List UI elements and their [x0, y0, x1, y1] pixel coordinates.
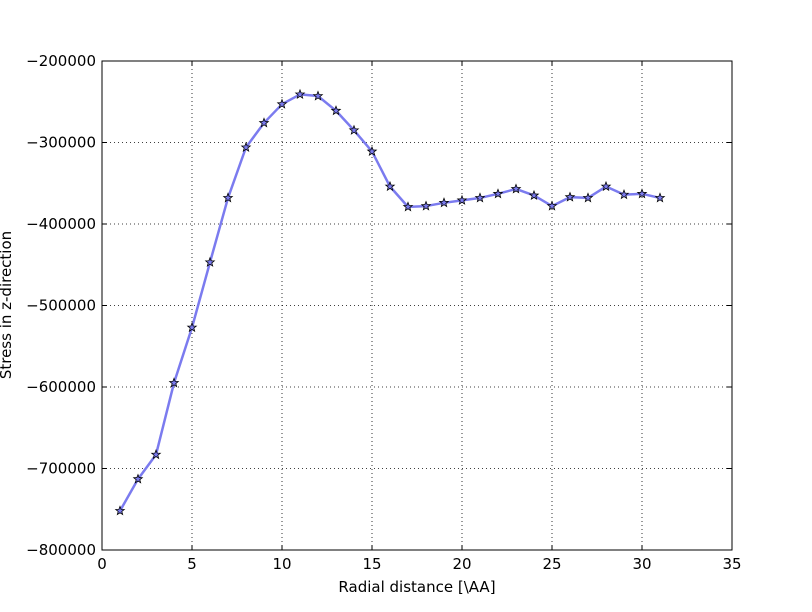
data-point-marker — [186, 321, 198, 333]
y-tick-label: −800000 — [26, 541, 96, 559]
data-point-marker — [546, 200, 558, 211]
axis-ticks — [101, 60, 733, 551]
data-point-marker — [204, 256, 216, 267]
y-tick-labels: −800000 −700000 −600000 −500000 −400000 −3000… — [26, 52, 96, 559]
x-tick-label: 10 — [272, 555, 291, 573]
data-point-marker — [402, 201, 414, 212]
data-point-marker — [474, 192, 486, 203]
data-point-marker — [132, 473, 144, 484]
data-point-marker — [294, 88, 306, 99]
data-point-marker — [564, 191, 576, 202]
data-point-marker — [456, 194, 468, 205]
y-tick-label: −400000 — [26, 215, 96, 233]
data-point-marker — [492, 188, 504, 199]
x-tick-label: 25 — [542, 555, 561, 573]
data-point-marker — [168, 377, 180, 388]
data-point-marker — [636, 188, 648, 199]
data-point-marker — [582, 192, 594, 203]
data-point-marker — [258, 117, 270, 128]
data-point-marker — [600, 180, 612, 192]
x-tick-label: 5 — [187, 555, 197, 573]
series-layer — [114, 88, 666, 516]
data-point-marker — [384, 180, 396, 192]
y-tick-label: −600000 — [26, 378, 96, 396]
y-tick-label: −300000 — [26, 134, 96, 152]
y-tick-label: −700000 — [26, 460, 96, 478]
data-point-marker — [618, 189, 630, 200]
y-tick-label: −200000 — [26, 52, 96, 70]
data-point-marker — [276, 98, 288, 109]
y-tick-label: −500000 — [26, 297, 96, 315]
data-point-marker — [438, 197, 450, 208]
data-point-marker — [114, 505, 126, 516]
data-point-marker — [654, 192, 666, 203]
data-point-marker — [240, 141, 252, 152]
x-tick-label: 0 — [97, 555, 107, 573]
data-point-marker — [330, 105, 342, 116]
data-point-marker — [312, 90, 324, 101]
data-point-marker — [222, 192, 234, 203]
data-point-marker — [510, 183, 522, 194]
data-point-marker — [348, 124, 360, 135]
data-point-marker — [150, 449, 162, 460]
x-tick-label: 20 — [452, 555, 471, 573]
data-point-marker — [366, 145, 378, 157]
x-axis-label: Radial distance [\AA] — [338, 578, 495, 596]
data-point-marker — [420, 200, 432, 211]
grid-lines — [102, 61, 732, 550]
y-axis-label: Stress in z-direction — [0, 231, 15, 379]
x-tick-label: 15 — [362, 555, 381, 573]
data-point-marker — [528, 189, 540, 201]
x-tick-labels: 0 5 10 15 20 25 30 35 — [97, 555, 741, 573]
x-tick-label: 35 — [722, 555, 741, 573]
x-tick-label: 30 — [632, 555, 651, 573]
